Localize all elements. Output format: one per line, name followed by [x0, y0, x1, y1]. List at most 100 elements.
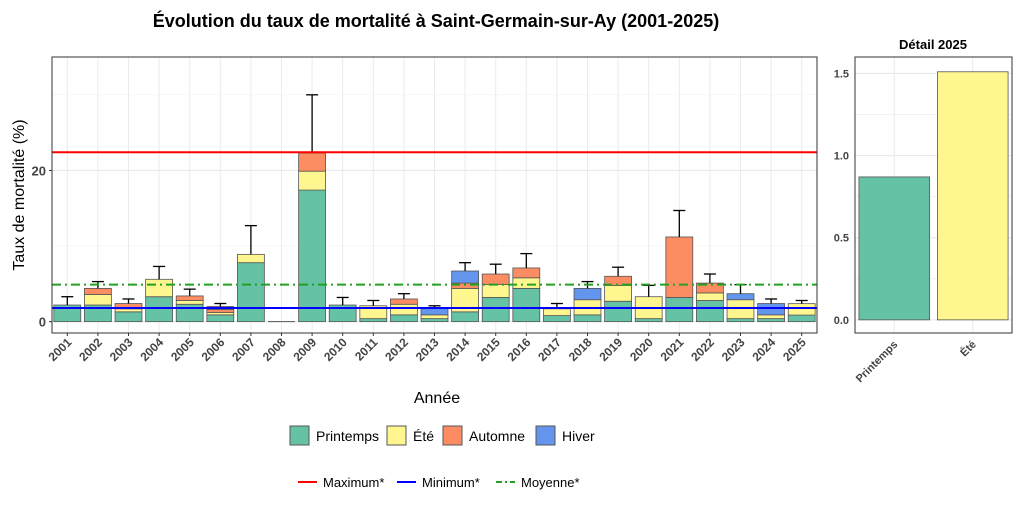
x-tick-label: 2010 [321, 335, 350, 364]
y-tick-label: 20 [32, 163, 46, 178]
bar-segment-été [175, 300, 204, 305]
x-tick-label: 2017 [535, 335, 564, 364]
x-tick-label: 2015 [474, 335, 503, 364]
bar-segment-printemps [757, 318, 785, 323]
y-tick-label: 0 [39, 315, 46, 330]
legend-label: Minimum* [422, 475, 480, 490]
x-tick-label: 2025 [780, 335, 809, 364]
legend-label: Maximum* [323, 475, 384, 490]
x-tick-label: 2009 [290, 335, 319, 364]
y-axis-label: Taux de mortalité (%) [11, 119, 28, 270]
bar-segment-printemps [512, 287, 541, 323]
bar-segment-printemps [665, 297, 694, 323]
legend-label: Hiver [562, 428, 595, 444]
bar-segment-printemps [420, 318, 449, 323]
bar-segment-printemps [206, 314, 235, 323]
bar-segment-printemps [298, 189, 326, 323]
x-tick-label: 2011 [352, 335, 381, 364]
bar-segment-été [390, 303, 418, 316]
bar-segment-été [481, 284, 510, 298]
bar-segment-été [298, 170, 326, 191]
x-axis-label: Année [414, 390, 460, 407]
bar-segment-hiver [420, 307, 449, 316]
x-tick-label: 2004 [137, 335, 166, 364]
bar-segment-printemps [787, 314, 816, 323]
bar-segment-printemps [114, 311, 143, 323]
bar-segment-printemps [726, 318, 755, 323]
bar-segment-printemps [390, 314, 418, 323]
detail-x-tick-label: Printemps [854, 339, 901, 386]
bar-segment-printemps [543, 315, 571, 323]
x-tick-label: 2020 [627, 335, 656, 364]
plot-border [51, 56, 818, 334]
legend-swatch-automne [442, 425, 463, 446]
bar-segment-printemps [696, 300, 724, 323]
x-tick-label: 2007 [229, 335, 258, 364]
detail-title: Détail 2025 [899, 37, 967, 52]
x-tick-label: 2024 [749, 335, 778, 364]
bar-segment-été [726, 299, 755, 320]
detail-bar [937, 71, 1009, 321]
x-tick-label: 2006 [199, 335, 228, 364]
bar-segment-été [145, 278, 173, 298]
x-tick-label: 2018 [566, 335, 595, 364]
legend-swatch-printemps [289, 425, 310, 446]
bar-segment-automne [481, 273, 510, 286]
x-tick-label: 2022 [688, 335, 717, 364]
x-tick-label: 2005 [168, 335, 197, 364]
detail-x-tick-label: Été [958, 338, 979, 359]
x-tick-label: 2002 [76, 335, 105, 364]
legend-label: Automne [469, 428, 525, 444]
bar-segment-automne [512, 267, 541, 279]
bar-segment-été [84, 294, 112, 306]
bar-segment-automne [390, 298, 418, 305]
legend-label: Printemps [316, 428, 379, 444]
x-tick-label: 2014 [443, 335, 472, 364]
x-tick-label: 2019 [596, 335, 625, 364]
x-tick-label: 2016 [505, 335, 534, 364]
legend-swatch-été [386, 425, 407, 446]
detail-y-tick-label: 0.0 [834, 315, 849, 327]
bar-segment-printemps [634, 318, 663, 323]
detail-bar [858, 176, 930, 321]
x-tick-label: 2013 [413, 335, 442, 364]
bar-segment-hiver [757, 303, 785, 316]
bar-segment-hiver [451, 270, 479, 284]
bar-segment-été [757, 314, 785, 320]
x-tick-label: 2021 [658, 335, 687, 364]
bar-segment-été [787, 303, 816, 316]
bar-segment-printemps [451, 311, 479, 323]
bar-segment-printemps [145, 296, 173, 323]
bar-segment-hiver [726, 293, 755, 301]
bar-segment-automne [206, 309, 235, 313]
bar-segment-printemps [237, 262, 265, 323]
legend-swatch-hiver [535, 425, 556, 446]
bar-segment-été [543, 308, 571, 317]
bar-segment-automne [175, 295, 204, 301]
bar-segment-printemps [604, 300, 632, 323]
legend-label: Moyenne* [521, 475, 580, 490]
detail-y-tick-label: 0.5 [834, 233, 849, 245]
bar-segment-été [512, 277, 541, 289]
detail-y-tick-label: 1.0 [834, 151, 849, 163]
bar-segment-été [237, 253, 265, 264]
bar-segment-printemps [481, 297, 510, 323]
x-tick-label: 2008 [260, 335, 289, 364]
bar-segment-automne [298, 152, 326, 172]
x-tick-label: 2012 [382, 335, 411, 364]
bar-segment-été [114, 308, 143, 313]
bar-segment-automne [84, 287, 112, 295]
bar-segment-printemps [359, 318, 388, 323]
x-tick-label: 2001 [46, 335, 75, 364]
bar-segment-été [696, 292, 724, 301]
bar-segment-automne [665, 236, 694, 298]
bar-segment-été [604, 284, 632, 302]
detail-y-tick-label: 1.5 [834, 68, 849, 80]
x-tick-label: 2003 [107, 335, 136, 364]
x-tick-label: 2023 [719, 335, 748, 364]
chart-title: Évolution du taux de mortalité à Saint-G… [153, 10, 719, 31]
bar-segment-printemps [573, 314, 602, 323]
bar-segment-printemps [175, 303, 204, 323]
